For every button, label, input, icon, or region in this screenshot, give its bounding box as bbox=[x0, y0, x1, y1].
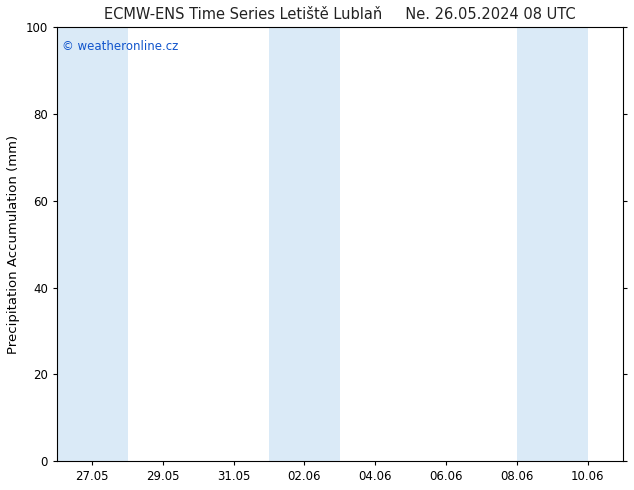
Bar bbox=[57, 27, 127, 461]
Text: © weatheronline.cz: © weatheronline.cz bbox=[62, 40, 179, 53]
Bar bbox=[304, 27, 340, 461]
Bar bbox=[269, 27, 304, 461]
Bar bbox=[552, 27, 588, 461]
Title: ECMW-ENS Time Series Letiště Lublaň     Ne. 26.05.2024 08 UTC: ECMW-ENS Time Series Letiště Lublaň Ne. … bbox=[104, 7, 576, 22]
Y-axis label: Precipitation Accumulation (mm): Precipitation Accumulation (mm) bbox=[7, 135, 20, 354]
Bar bbox=[517, 27, 552, 461]
